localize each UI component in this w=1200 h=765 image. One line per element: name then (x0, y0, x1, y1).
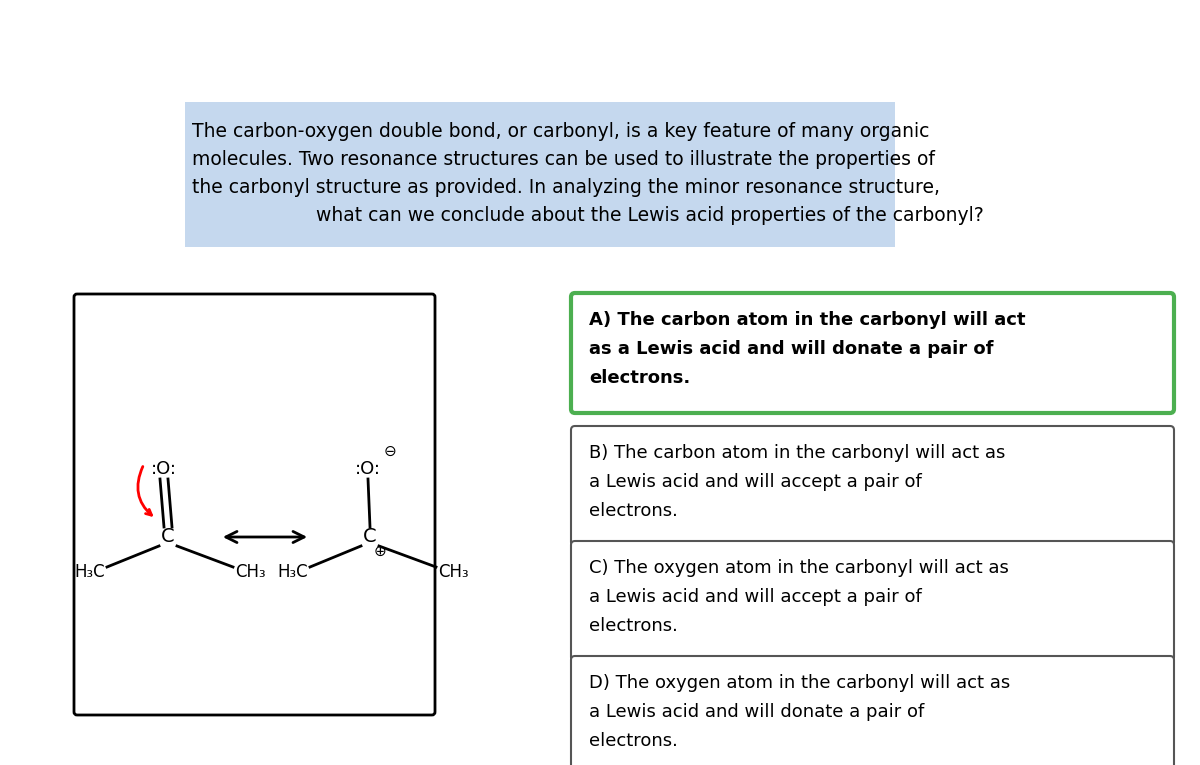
Text: the carbonyl structure as provided. In analyzing the minor resonance structure,: the carbonyl structure as provided. In a… (192, 178, 940, 197)
FancyBboxPatch shape (74, 294, 436, 715)
Text: C: C (161, 528, 175, 546)
FancyBboxPatch shape (571, 293, 1174, 413)
Text: a Lewis acid and will accept a pair of: a Lewis acid and will accept a pair of (589, 588, 922, 606)
Text: C) The oxygen atom in the carbonyl will act as: C) The oxygen atom in the carbonyl will … (589, 559, 1009, 577)
Text: molecules. Two resonance structures can be used to illustrate the properties of: molecules. Two resonance structures can … (192, 150, 935, 169)
Text: what can we conclude about the Lewis acid properties of the carbonyl?: what can we conclude about the Lewis aci… (316, 206, 984, 225)
Text: ⊕: ⊕ (373, 543, 386, 558)
Text: ⊖: ⊖ (384, 444, 396, 458)
Text: <: < (22, 9, 48, 38)
Text: a Lewis acid and will donate a pair of: a Lewis acid and will donate a pair of (589, 703, 924, 721)
Text: H₃C: H₃C (74, 563, 106, 581)
Text: electrons.: electrons. (589, 617, 678, 635)
Text: H₃C: H₃C (277, 563, 308, 581)
Text: D) The oxygen atom in the carbonyl will act as: D) The oxygen atom in the carbonyl will … (589, 674, 1010, 692)
FancyBboxPatch shape (571, 656, 1174, 765)
Text: as a Lewis acid and will donate a pair of: as a Lewis acid and will donate a pair o… (589, 340, 994, 358)
Text: :O:: :O: (355, 460, 382, 478)
Text: B) The carbon atom in the carbonyl will act as: B) The carbon atom in the carbonyl will … (589, 444, 1006, 462)
Text: electrons.: electrons. (589, 502, 678, 520)
FancyBboxPatch shape (571, 426, 1174, 546)
Text: A) The carbon atom in the carbonyl will act: A) The carbon atom in the carbonyl will … (589, 311, 1026, 329)
FancyBboxPatch shape (571, 541, 1174, 661)
Text: electrons.: electrons. (589, 369, 690, 387)
Text: :O:: :O: (151, 460, 178, 478)
Text: Question 2 of 36: Question 2 of 36 (514, 14, 686, 34)
FancyBboxPatch shape (185, 102, 895, 247)
Text: The carbon-oxygen double bond, or carbonyl, is a key feature of many organic: The carbon-oxygen double bond, or carbon… (192, 122, 929, 141)
Text: a Lewis acid and will accept a pair of: a Lewis acid and will accept a pair of (589, 473, 922, 491)
Text: electrons.: electrons. (589, 732, 678, 750)
Text: CH₃: CH₃ (438, 563, 469, 581)
Text: CH₃: CH₃ (235, 563, 265, 581)
Text: C: C (364, 528, 377, 546)
Text: Submit: Submit (1104, 14, 1178, 34)
